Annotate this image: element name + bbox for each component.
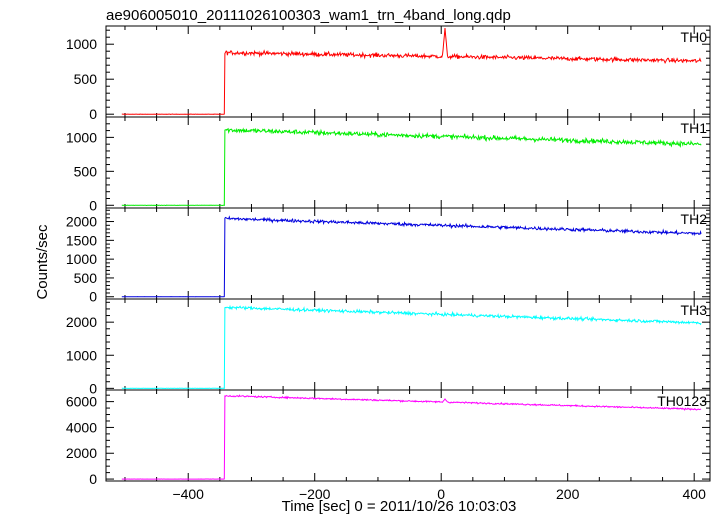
panel-th0123: 0 2000 4000 6000 TH0123 — [66, 389, 711, 487]
panel-frame — [105, 25, 711, 118]
panel-frame — [105, 207, 711, 300]
panel-frame — [105, 116, 711, 209]
y-tick-label: 0 — [89, 471, 97, 487]
x-axis: −400 −200 0 200 400 — [172, 486, 706, 502]
x-tick-label: 400 — [683, 486, 707, 502]
y-tick-label: 6000 — [66, 394, 97, 410]
y-tick-label: 2000 — [66, 214, 97, 230]
series-label: TH2 — [681, 211, 708, 227]
x-tick-label: 200 — [556, 486, 580, 502]
y-tick-label: 500 — [74, 163, 98, 179]
series-line-th1 — [121, 127, 702, 207]
panel-th3: 0 1000 2000 TH3 — [66, 298, 711, 396]
panel-frame — [105, 389, 711, 482]
series-label: TH3 — [681, 302, 708, 318]
panels-group: 0 500 1000 TH0 0 500 1000 TH1 0 500 1000 1500 2000 TH… — [66, 25, 711, 487]
y-tick-label: 4000 — [66, 419, 97, 435]
series-label: TH0123 — [657, 393, 707, 409]
series-line-th2 — [121, 215, 702, 298]
y-tick-label: 2000 — [66, 445, 97, 461]
y-tick-label: 500 — [74, 270, 98, 286]
y-tick-label: 1000 — [66, 129, 97, 145]
panel-th2: 0 500 1000 1500 2000 TH2 — [66, 207, 711, 305]
y-tick-label: 1000 — [66, 251, 97, 267]
chart-title: ae906005010_20111026100303_wam1_trn_4ban… — [106, 7, 511, 24]
series-line-th3 — [121, 304, 702, 390]
panel-th1: 0 500 1000 TH1 — [66, 116, 711, 213]
series-line-th0123 — [121, 394, 702, 480]
series-label: TH1 — [681, 120, 708, 136]
panel-th0: 0 500 1000 TH0 — [66, 25, 711, 122]
x-tick-label: −400 — [172, 486, 204, 502]
y-tick-label: 2000 — [66, 314, 97, 330]
x-tick-label: −200 — [299, 486, 331, 502]
x-tick-label: 0 — [437, 486, 445, 502]
y-tick-label: 500 — [74, 71, 98, 87]
y-tick-label: 1500 — [66, 232, 97, 248]
y-tick-label: 0 — [89, 197, 97, 213]
panel-frame — [105, 298, 711, 391]
y-axis-label: Counts/sec — [34, 224, 51, 300]
series-label: TH0 — [681, 29, 708, 45]
x-axis-label: Time [sec] 0 = 2011/10/26 10:03:03 — [282, 498, 517, 515]
y-tick-label: 0 — [89, 106, 97, 122]
y-tick-label: 0 — [89, 380, 97, 396]
y-tick-label: 1000 — [66, 36, 97, 52]
y-tick-label: 0 — [89, 289, 97, 305]
series-line-th0 — [121, 28, 702, 115]
y-tick-label: 1000 — [66, 347, 97, 363]
